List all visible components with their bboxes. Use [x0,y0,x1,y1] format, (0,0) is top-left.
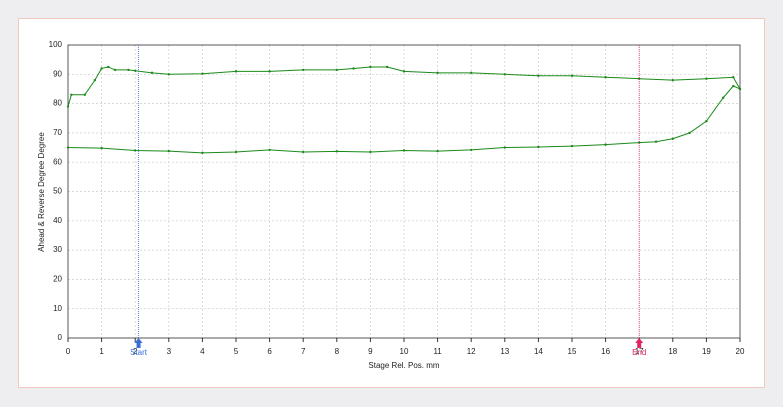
data-point [302,150,305,154]
x-tick-label: 0 [66,347,71,356]
x-tick-label: 15 [568,347,577,356]
data-point [66,105,70,108]
data-point [732,84,735,88]
x-tick-label: 2 [133,347,138,356]
x-tick-label: 12 [467,347,476,356]
data-point [100,146,103,150]
data-point [134,149,137,152]
data-point [150,71,154,75]
data-point [302,68,305,72]
data-point [167,73,170,76]
data-point [127,68,130,72]
x-tick-label: 6 [267,347,272,356]
data-point [107,65,110,69]
data-point [335,150,338,153]
data-point [604,76,607,79]
data-point [70,93,73,97]
y-tick-label: 70 [53,128,62,137]
data-point [671,137,674,140]
data-point [604,143,607,146]
y-tick-label: 100 [49,40,63,49]
data-point [100,67,103,70]
y-axis-label: Ahead & Reverse Degree Degree [37,132,46,252]
data-point [113,68,117,72]
data-point [402,70,406,73]
data-point [93,78,97,82]
data-point [570,144,574,148]
y-tick-label: 80 [53,99,62,108]
data-point [386,65,389,69]
data-point [352,67,355,70]
y-tick-label: 90 [53,69,62,78]
data-point [470,148,473,152]
x-tick-label: 19 [702,347,711,356]
data-point [503,146,506,149]
y-tick-label: 60 [53,157,62,166]
data-point [503,73,506,76]
y-tick-label: 50 [53,187,62,196]
marker-arrow [134,338,143,348]
x-axis-label: Stage Rel. Pos. mm [368,361,439,370]
data-point [570,74,574,77]
data-point [234,70,238,73]
marker-label: Start [130,348,148,357]
data-point [234,150,238,154]
y-tick-label: 10 [53,304,62,313]
data-point [201,72,204,75]
data-point [688,131,691,135]
x-tick-label: 16 [601,347,610,356]
data-point [167,149,170,153]
data-point [268,70,271,73]
data-point [335,68,338,72]
x-tick-label: 11 [433,347,442,356]
data-point [268,148,271,152]
marker-arrow [635,338,644,348]
x-tick-label: 13 [500,347,509,356]
data-point [83,93,87,97]
x-tick-label: 8 [335,347,340,356]
data-point [369,65,372,69]
data-point [654,140,658,143]
x-tick-label: 20 [736,347,745,356]
x-tick-label: 7 [301,347,306,356]
data-point [638,77,641,80]
plot-frame [67,44,741,339]
data-point [66,146,70,149]
x-tick-label: 9 [368,347,373,356]
data-point [436,149,439,153]
data-point [638,141,641,144]
x-tick-label: 14 [534,347,543,356]
data-point [537,145,540,149]
data-point [436,71,439,75]
data-point [732,76,735,79]
marker-label: End [632,348,646,357]
chart-panel [18,18,765,388]
x-tick-label: 1 [99,347,104,356]
x-tick-label: 4 [200,347,205,356]
data-point [705,119,708,123]
y-tick-label: 40 [53,216,62,225]
y-tick-label: 20 [53,275,62,284]
data-point [671,78,674,82]
y-tick-label: 0 [58,333,63,342]
data-point [738,87,742,91]
data-point [369,150,372,154]
data-point [722,96,725,99]
x-tick-label: 10 [400,347,409,356]
data-point [201,151,204,155]
x-tick-label: 3 [167,347,172,356]
data-point [402,149,406,152]
data-point [705,77,708,80]
data-point [470,71,473,75]
x-tick-label: 5 [234,347,239,356]
data-point [537,74,540,77]
y-tick-label: 30 [53,245,62,254]
x-tick-label: 18 [668,347,677,356]
data-point [134,69,137,72]
x-tick-label: 17 [635,347,644,356]
